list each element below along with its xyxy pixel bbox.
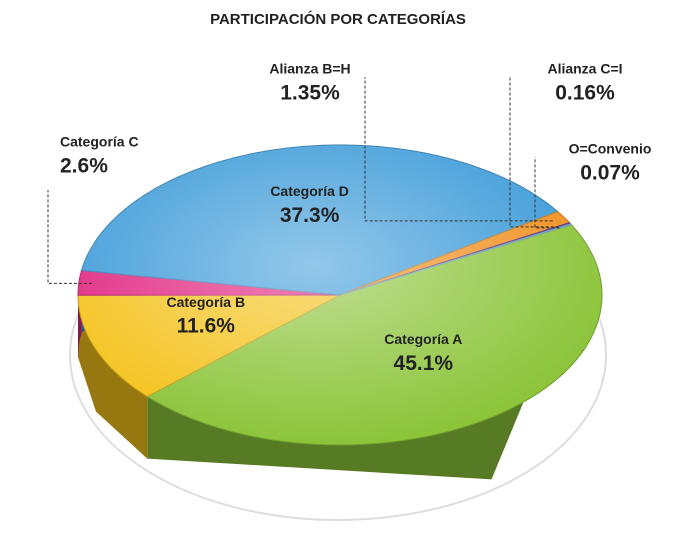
slice-value-label: 0.16% bbox=[555, 82, 615, 105]
slice-value-label: 45.1% bbox=[394, 352, 454, 375]
slice-value-label: 2.6% bbox=[60, 155, 108, 178]
slice-name: Categoría B bbox=[167, 294, 246, 310]
slice-value-label: 37.3% bbox=[280, 204, 340, 227]
slice-value-label: 0.07% bbox=[580, 162, 640, 185]
slice-name: Categoría C bbox=[60, 134, 139, 150]
slice-name: O=Convenio bbox=[569, 141, 652, 157]
slice-name: Categoría A bbox=[384, 331, 462, 347]
slice-side bbox=[147, 224, 602, 480]
leader-line bbox=[534, 157, 560, 229]
slice-name: Categoría D bbox=[270, 183, 349, 199]
leader-line bbox=[509, 77, 559, 228]
slice-name: Alianza B=H bbox=[269, 61, 350, 77]
chart-title: PARTICIPACIÓN POR CATEGORÍAS bbox=[210, 10, 466, 28]
slice-name: Alianza C=I bbox=[547, 61, 622, 77]
slice-value-label: 1.35% bbox=[280, 82, 340, 105]
leader-line bbox=[364, 77, 553, 222]
slice-value-label: 11.6% bbox=[177, 315, 236, 338]
leader-line bbox=[47, 190, 92, 284]
